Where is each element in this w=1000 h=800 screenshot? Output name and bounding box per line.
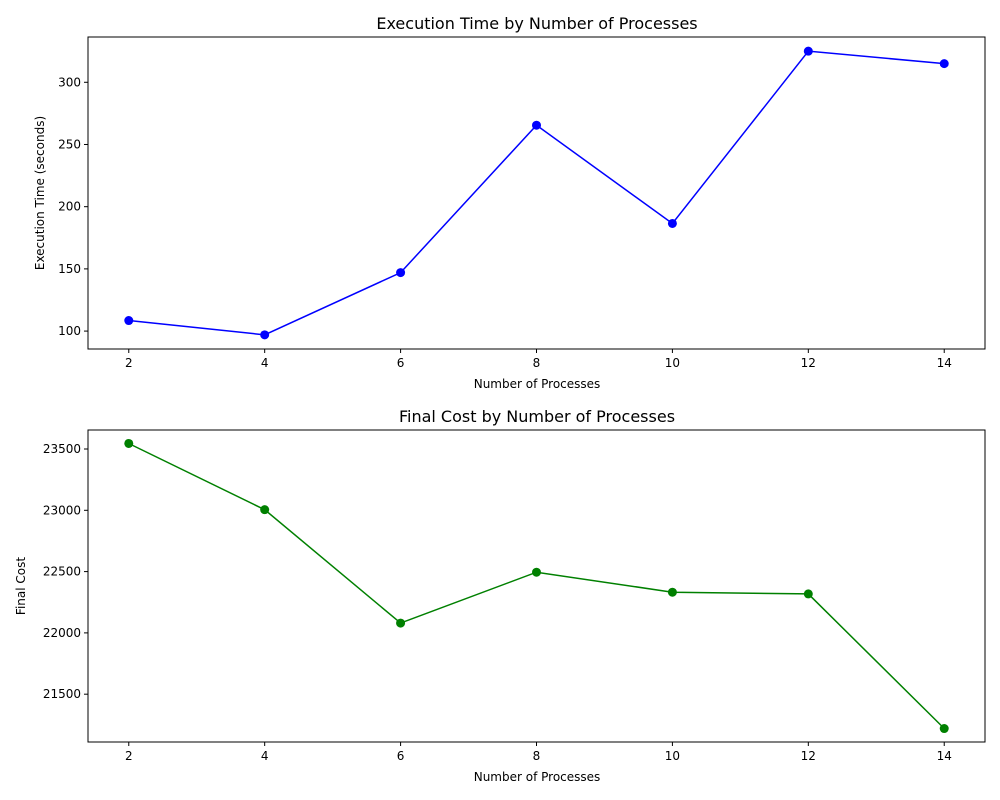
data-point [939, 59, 949, 69]
x-tick-label: 10 [665, 749, 680, 763]
data-point [260, 505, 270, 515]
y-tick-label: 22500 [43, 565, 81, 579]
y-axis-label: Execution Time (seconds) [33, 116, 47, 270]
y-tick-label: 200 [58, 200, 81, 214]
x-tick-label: 2 [125, 356, 133, 370]
x-tick-label: 10 [665, 356, 680, 370]
y-tick-label: 250 [58, 137, 81, 151]
data-marks [124, 438, 949, 734]
y-tick-label: 300 [58, 75, 81, 89]
data-point [396, 618, 406, 628]
x-tick-label: 12 [801, 749, 816, 763]
y-tick-label: 21500 [43, 687, 81, 701]
execution-time-chart: Execution Time by Number of Processes Nu… [33, 14, 986, 391]
x-axis-label: Number of Processes [474, 377, 601, 391]
final-cost-chart: Final Cost by Number of Processes Number… [14, 407, 986, 784]
x-tick-label: 4 [261, 356, 269, 370]
tick-labels: 2 4 6 8 10 12 14 21500 22000 22500 23000 23500 [43, 442, 952, 763]
x-tick-label: 12 [801, 356, 816, 370]
x-tick-label: 8 [533, 356, 541, 370]
y-tick-label: 22000 [43, 626, 81, 640]
plot-frame [87, 429, 986, 743]
chart-title: Final Cost by Number of Processes [399, 407, 675, 426]
data-point [124, 438, 134, 448]
y-tick-label: 23000 [43, 503, 81, 517]
x-tick-label: 14 [937, 356, 952, 370]
data-point [939, 724, 949, 734]
data-point [532, 567, 541, 577]
data-point [532, 120, 541, 130]
chart-title: Execution Time by Number of Processes [376, 14, 697, 33]
data-point [803, 46, 813, 56]
x-tick-label: 6 [397, 749, 405, 763]
data-point [667, 218, 677, 228]
y-tick-label: 23500 [43, 442, 81, 456]
x-tick-label: 2 [125, 749, 133, 763]
x-tick-label: 6 [397, 356, 405, 370]
data-point [396, 268, 406, 278]
data-point [803, 589, 813, 599]
tick-labels: 2 4 6 8 10 12 14 100 150 200 250 300 [58, 75, 952, 370]
data-point [667, 587, 677, 597]
series-line [128, 50, 945, 336]
data-marks [124, 46, 949, 340]
y-tick-label: 150 [58, 262, 81, 276]
x-tick-label: 8 [533, 749, 541, 763]
x-tick-label: 4 [261, 749, 269, 763]
x-axis-label: Number of Processes [474, 770, 601, 784]
y-axis-label: Final Cost [14, 557, 28, 615]
data-point [124, 316, 134, 326]
data-point [260, 330, 270, 340]
plot-frame [87, 36, 986, 350]
series-line [128, 442, 945, 730]
x-tick-label: 14 [937, 749, 952, 763]
y-tick-label: 100 [58, 324, 81, 338]
